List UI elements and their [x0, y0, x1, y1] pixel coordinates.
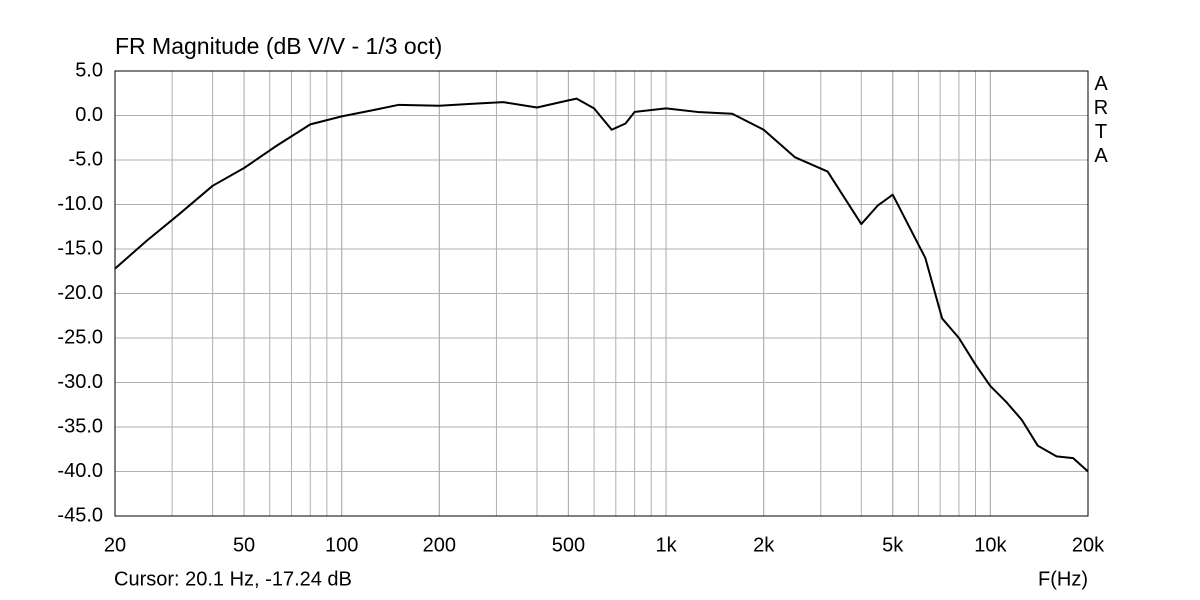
y-tick-label: 5.0: [75, 59, 103, 81]
response-line: [114, 97, 1089, 473]
plot-frame: [114, 70, 1089, 517]
x-tick-label: 50: [233, 534, 255, 556]
y-tick-label: 0.0: [75, 104, 103, 126]
x-tick-label: 2k: [753, 534, 775, 556]
x-axis-label: F(Hz): [1038, 568, 1088, 590]
x-tick-label: 5k: [882, 534, 904, 556]
chart-title: FR Magnitude (dB V/V - 1/3 oct): [115, 33, 442, 59]
y-tick-label: -10.0: [57, 193, 103, 215]
y-tick-label: -30.0: [57, 371, 103, 393]
x-tick-label: 20: [104, 534, 126, 556]
y-tick-label: -15.0: [57, 237, 103, 259]
y-tick-label: -25.0: [57, 326, 103, 348]
x-tick-label: 200: [423, 534, 456, 556]
y-tick-label: -20.0: [57, 282, 103, 304]
x-tick-label: 10k: [974, 534, 1007, 556]
cursor-readout: Cursor: 20.1 Hz, -17.24 dB: [114, 568, 352, 590]
x-tick-label: 20k: [1072, 534, 1105, 556]
y-tick-label: -35.0: [57, 415, 103, 437]
x-tick-label: 1k: [655, 534, 677, 556]
y-tick-label: -40.0: [57, 460, 103, 482]
x-tick-label: 500: [552, 534, 585, 556]
x-tick-label: 100: [325, 534, 358, 556]
y-tick-label: -45.0: [57, 504, 103, 526]
y-tick-label: -5.0: [69, 148, 103, 170]
